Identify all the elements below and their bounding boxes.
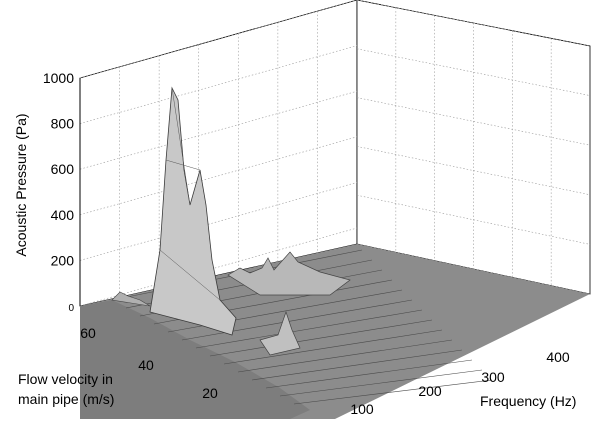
z-gridline-left — [79, 136, 358, 216]
peak-back-ridge — [227, 251, 351, 296]
z-tick-label: 600 — [51, 161, 75, 177]
main-peak-mesh — [159, 87, 221, 301]
y-tick-label: 20 — [202, 385, 218, 401]
y-tick-labels: 20 40 60 — [80, 325, 218, 401]
z-tick-label: 0 — [68, 303, 74, 314]
z-tick-label: 400 — [51, 207, 75, 223]
surface-wire — [237, 339, 453, 373]
x-tick-label: 400 — [546, 349, 570, 365]
surface-wire — [251, 349, 463, 381]
peak-front-left — [111, 291, 151, 307]
surface-front-skirt — [80, 300, 310, 419]
x-tick-labels: 100 200 300 400 — [350, 349, 570, 417]
z-gridline-left — [79, 90, 358, 170]
peak-right-low — [259, 310, 301, 356]
y-tick-label: 60 — [80, 325, 96, 341]
z-gridline-left — [79, 227, 358, 307]
surface-plot — [80, 86, 590, 419]
z-tick-label: 800 — [51, 116, 75, 132]
surface-wire — [195, 309, 423, 349]
z-gridline-right — [356, 146, 591, 196]
z-axis-label: Acoustic Pressure (Pa) — [13, 113, 29, 256]
surface-wire — [279, 369, 483, 397]
x-tick-label: 300 — [481, 369, 505, 385]
surface-wire — [265, 359, 473, 389]
grid-walls — [79, 0, 591, 307]
surface-wire — [293, 379, 493, 405]
z-tick-label: 1000 — [43, 70, 74, 86]
z-tick-labels: 0 200 400 600 800 1000 — [43, 70, 75, 314]
z-tick-label: 200 — [51, 252, 75, 268]
z-gridline-left — [79, 45, 358, 124]
x-tick-label: 200 — [418, 383, 442, 399]
z-gridline-right — [356, 48, 591, 96]
z-gridline-left — [79, 0, 358, 79]
x-tick-label: 100 — [350, 401, 374, 417]
z-gridline-right — [356, 97, 591, 146]
y-axis-label-line2: main pipe (m/s) — [18, 391, 114, 407]
surface-wire — [209, 319, 433, 357]
surface-wire — [223, 329, 443, 365]
y-tick-label: 40 — [138, 357, 154, 373]
x-axis-label: Frequency (Hz) — [480, 393, 576, 409]
y-axis-label-line1: Flow velocity in — [18, 371, 113, 387]
z-gridline-left — [79, 182, 358, 261]
surface-wire — [181, 299, 413, 341]
gridlines — [79, 0, 591, 307]
